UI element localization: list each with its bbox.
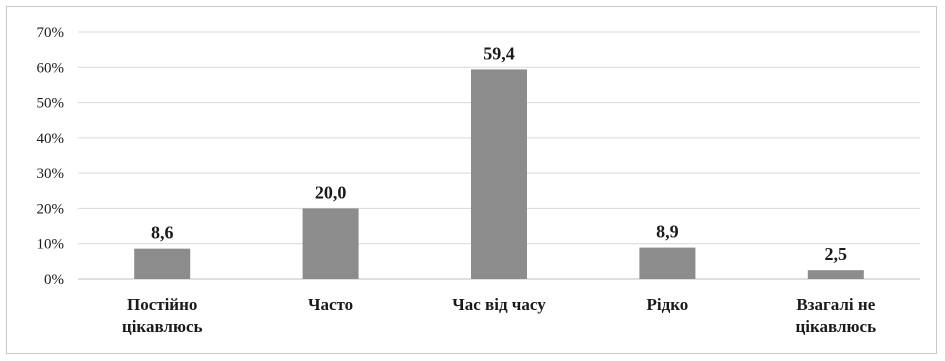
x-category-label: цікавлюсь: [122, 317, 203, 336]
x-category-label: Рідко: [647, 295, 689, 314]
y-tick-label: 40%: [37, 131, 65, 147]
bar: [807, 270, 864, 279]
y-tick-label: 30%: [37, 166, 65, 182]
data-label: 8,6: [151, 223, 174, 243]
y-tick-label: 10%: [37, 237, 65, 253]
x-category-label: Постійно: [127, 295, 197, 314]
y-tick-label: 60%: [37, 60, 65, 76]
data-label: 2,5: [825, 244, 848, 264]
x-category-label: цікавлюсь: [796, 317, 877, 336]
bar: [302, 208, 359, 279]
data-label: 20,0: [315, 182, 347, 202]
bar: [471, 69, 527, 279]
data-label: 59,4: [483, 43, 515, 63]
bar: [639, 247, 696, 279]
data-label: 8,9: [656, 222, 679, 242]
y-tick-label: 50%: [37, 96, 65, 112]
y-tick-label: 20%: [37, 201, 65, 217]
y-tick-label: 0%: [44, 272, 64, 288]
x-category-label: Часто: [308, 295, 353, 314]
y-tick-label: 70%: [37, 25, 65, 41]
bar: [134, 248, 191, 279]
x-category-label: Час від часу: [452, 295, 546, 314]
x-category-label: Взагалі не: [796, 295, 875, 314]
